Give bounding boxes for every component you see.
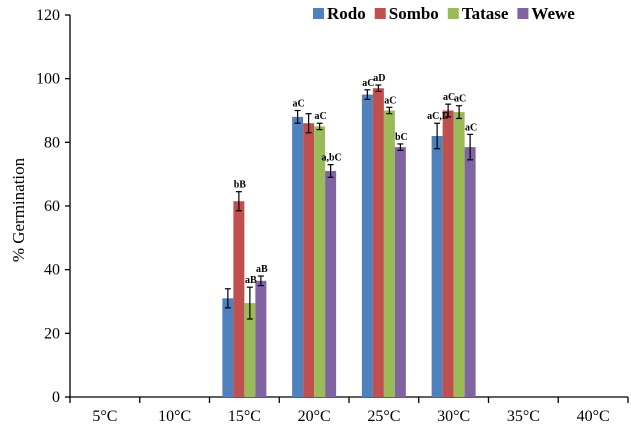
x-tick-label: 40°C — [577, 408, 610, 425]
bar-wewe-2 — [255, 280, 267, 397]
legend-swatch-sombo — [374, 8, 386, 19]
y-axis-label: % Germination — [9, 157, 28, 262]
y-tick-label: 120 — [36, 7, 60, 24]
y-tick-label: 100 — [36, 71, 60, 88]
y-tick-label: 0 — [52, 389, 60, 406]
data-label: aD — [373, 73, 385, 84]
data-label: aC — [443, 92, 455, 103]
bar-sombo-5 — [442, 110, 454, 397]
y-axis: 0 20 40 60 80 100 120 — [36, 7, 71, 406]
legend-label-tatase: Tatase — [462, 4, 509, 23]
x-tick-label: 10°C — [158, 408, 191, 425]
x-tick-label: 30°C — [437, 408, 470, 425]
bar-sombo-3 — [303, 123, 315, 397]
bar-sombo-4 — [372, 88, 384, 397]
data-label: aC — [315, 111, 327, 122]
x-tick-label: 25°C — [367, 408, 400, 425]
data-label: aC — [384, 95, 396, 106]
bar-tatase-3 — [314, 126, 326, 398]
x-tick-label: 35°C — [507, 408, 540, 425]
bar-tatase-5 — [453, 112, 465, 397]
x-tick-label: 20°C — [298, 408, 331, 425]
legend-label-wewe: Wewe — [531, 4, 575, 23]
y-tick-label: 40 — [44, 262, 60, 279]
x-axis: 5°C 10°C 15°C 20°C 25°C 30°C 35°C 40°C — [69, 396, 629, 425]
bar-rodo-3 — [292, 116, 304, 397]
legend-swatch-rodo — [313, 8, 324, 19]
bar-tatase-2 — [244, 303, 256, 397]
bar-sombo-2 — [233, 201, 245, 397]
legend-swatch-wewe — [517, 8, 529, 19]
data-label: bB — [234, 180, 247, 191]
data-label: aB — [245, 275, 257, 286]
data-label: aC,D — [427, 111, 449, 122]
legend: Rodo Sombo Tatase Wewe — [313, 4, 575, 23]
bar-wewe-3 — [325, 170, 337, 397]
bars — [222, 84, 476, 398]
bar-rodo-2 — [222, 298, 234, 397]
data-label: aC — [293, 99, 305, 110]
bar-rodo-4 — [361, 94, 373, 397]
data-label: aC — [362, 78, 374, 89]
data-label: aB — [256, 264, 268, 275]
x-tick-label: 15°C — [228, 408, 261, 425]
legend-label-rodo: Rodo — [327, 4, 366, 23]
data-label: a,bC — [321, 153, 341, 164]
y-tick-label: 20 — [44, 325, 60, 342]
x-tick-label: 5°C — [92, 408, 117, 425]
data-label: bC — [395, 132, 408, 143]
bar-tatase-4 — [383, 110, 395, 397]
legend-label-sombo: Sombo — [389, 4, 439, 23]
data-label: aC — [454, 94, 466, 105]
y-tick-label: 80 — [44, 134, 60, 151]
legend-swatch-tatase — [447, 8, 459, 19]
bar-wewe-5 — [464, 147, 476, 397]
y-tick-label: 60 — [44, 198, 60, 215]
data-label: aC — [465, 122, 477, 133]
bar-wewe-4 — [394, 147, 406, 397]
bar-rodo-5 — [431, 135, 443, 397]
